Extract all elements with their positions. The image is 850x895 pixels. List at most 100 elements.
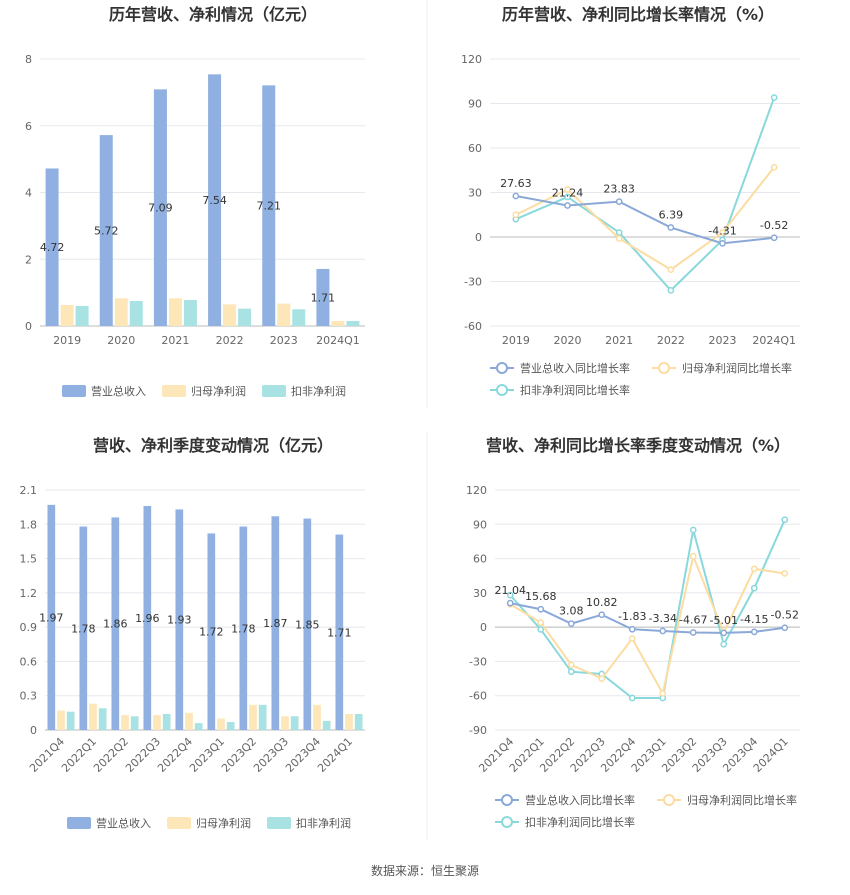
bar-parent-profit	[153, 715, 161, 730]
data-point	[567, 668, 575, 676]
bar-revenue	[207, 533, 216, 730]
data-point	[770, 234, 778, 242]
data-point	[719, 240, 726, 247]
data-point	[667, 266, 675, 273]
chart-title: 营收、净利同比增长率季度变动情况（%）	[486, 436, 790, 455]
data-point	[770, 163, 778, 171]
bar-revenue	[79, 526, 88, 730]
data-label: -3.34	[649, 612, 677, 625]
legend-swatch	[167, 817, 191, 829]
data-label: 3.08	[559, 605, 584, 618]
data-label: -0.52	[760, 219, 788, 232]
data-label: 7.54	[202, 194, 227, 207]
legend-swatch-marker	[663, 794, 675, 806]
series-line	[515, 97, 776, 292]
data-point	[781, 516, 789, 524]
data-point	[564, 186, 571, 193]
bar-parent-profit	[345, 714, 353, 730]
data-label: -4.31	[708, 224, 736, 237]
data-point	[537, 619, 545, 626]
legend-swatch-marker	[501, 816, 513, 828]
bar-nonrecurring-profit	[75, 305, 89, 326]
data-point	[720, 640, 728, 648]
series-line	[515, 195, 775, 245]
x-tick-label: 2021	[161, 334, 189, 347]
legend-label: 扣非净利润	[296, 816, 351, 830]
legend-swatch	[262, 385, 286, 397]
bar-nonrecurring-profit	[98, 708, 107, 730]
quarterly-revenue-profit-chart: 营收、净利季度变动情况（亿元） 0 0.3 0.6 0.9 1.2 1.5 1.8 2.1 20…	[20, 436, 365, 830]
bar-parent-profit	[89, 703, 97, 730]
data-point	[615, 235, 623, 242]
x-tick-label: 2021	[605, 334, 633, 347]
bar-nonrecurring-profit	[129, 300, 143, 326]
data-point	[781, 624, 789, 632]
bar-revenue	[208, 74, 222, 326]
legend-swatch	[67, 817, 91, 829]
bar-nonrecurring-profit	[194, 723, 203, 730]
data-label: 10.82	[586, 596, 618, 609]
y-tick-label: 2.1	[20, 484, 38, 497]
data-point	[659, 690, 667, 697]
data-source-note: 数据来源：恒生聚源	[370, 864, 479, 878]
bar-revenue	[45, 168, 59, 326]
bar-revenue	[239, 526, 248, 730]
data-point	[770, 94, 778, 101]
chart-title: 历年营收、净利同比增长率情况（%）	[502, 5, 774, 24]
bar-nonrecurring-profit	[322, 720, 331, 730]
y-tick-label: 90	[473, 518, 487, 531]
bar-parent-profit	[277, 303, 291, 326]
data-point	[750, 584, 758, 592]
data-label: 1.71	[327, 626, 352, 639]
bar-nonrecurring-profit	[183, 299, 197, 326]
series-line	[509, 552, 785, 697]
bar-revenue	[262, 85, 276, 327]
data-point	[667, 287, 675, 294]
data-label: 4.72	[40, 241, 65, 254]
y-tick-label: 8	[25, 53, 32, 66]
x-tick-label: 2019	[502, 334, 530, 347]
data-point	[506, 599, 514, 607]
y-tick-label: 0.9	[20, 621, 38, 634]
y-tick-label: -60	[469, 690, 487, 703]
bar-parent-profit	[121, 715, 129, 730]
data-point	[512, 211, 520, 219]
data-point	[512, 192, 520, 200]
y-tick-label: 1.2	[20, 587, 38, 600]
data-point	[564, 193, 571, 201]
legend-label: 归母净利润同比增长率	[682, 361, 792, 375]
y-tick-label: -60	[464, 320, 482, 333]
legend-swatch-marker	[496, 384, 508, 396]
y-tick-label: 0	[25, 320, 32, 333]
data-point	[564, 202, 571, 209]
legend-label: 营业总收入	[96, 816, 151, 830]
data-point	[598, 675, 606, 682]
data-label: -1.83	[618, 610, 646, 623]
series-line	[510, 602, 785, 634]
bar-parent-profit	[281, 716, 289, 730]
bar-parent-profit	[114, 298, 128, 326]
data-label: 1.71	[311, 291, 336, 304]
data-point	[567, 661, 575, 669]
y-tick-label: 60	[473, 553, 487, 566]
data-point	[506, 591, 514, 599]
legend-swatch-marker	[501, 794, 513, 806]
legend-label: 营业总收入同比增长率	[520, 361, 630, 375]
legend-swatch-marker	[658, 362, 670, 374]
y-tick-label: 30	[473, 587, 487, 600]
legend-swatch	[162, 385, 186, 397]
y-tick-label: 2	[25, 253, 32, 266]
y-tick-label: 4	[25, 187, 32, 200]
x-tick-label: 2022	[216, 334, 244, 347]
bar-revenue	[316, 268, 330, 326]
bar-parent-profit	[249, 704, 257, 730]
y-tick-label: 6	[25, 120, 32, 133]
data-label: -4.67	[679, 613, 707, 626]
data-label: 1.87	[263, 617, 288, 630]
data-point	[615, 198, 623, 206]
bar-parent-profit	[223, 304, 237, 326]
legend-label: 归母净利润同比增长率	[687, 793, 797, 807]
data-label: 1.85	[295, 618, 320, 631]
y-tick-label: 120	[461, 53, 482, 66]
